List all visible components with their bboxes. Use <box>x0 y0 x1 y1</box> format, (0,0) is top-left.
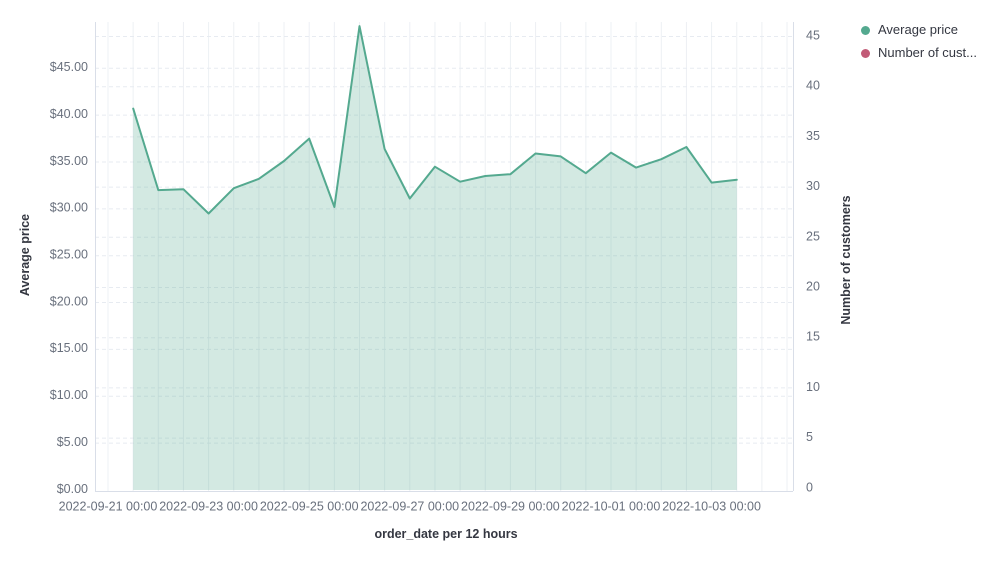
legend-label-number-of-customers: Number of cust... <box>878 45 977 60</box>
left-axis-tick-label: $30.00 <box>50 201 88 215</box>
right-axis-tick-label: 10 <box>806 380 820 394</box>
right-axis-tick-label: 0 <box>806 480 813 494</box>
left-axis-tick-label: $15.00 <box>50 341 88 355</box>
x-axis-tick-label: 2022-09-27 00:00 <box>360 499 459 513</box>
legend: Average price Number of cust... <box>861 22 977 61</box>
x-axis-tick-label: 2022-09-29 00:00 <box>461 499 560 513</box>
x-axis-tick-label: 2022-09-25 00:00 <box>260 499 359 513</box>
right-axis-title: Number of customers <box>839 195 853 325</box>
legend-dot-number-of-customers-icon <box>861 48 870 58</box>
right-axis-tick-label: 25 <box>806 229 820 243</box>
legend-dot-average-price-icon <box>861 25 870 35</box>
left-axis-tick-label: $10.00 <box>50 388 88 402</box>
right-axis-tick-label: 20 <box>806 279 820 293</box>
right-axis-tick-label: 45 <box>806 28 820 42</box>
right-axis-tick-label: 40 <box>806 79 820 93</box>
x-axis-tick-label: 2022-10-01 00:00 <box>562 499 661 513</box>
right-axis-tick-label: 35 <box>806 129 820 143</box>
legend-item-number-of-customers[interactable]: Number of cust... <box>861 45 977 61</box>
x-axis-tick-label: 2022-10-03 00:00 <box>662 499 761 513</box>
left-axis-tick-label: $25.00 <box>50 247 88 261</box>
right-axis-tick-label: 15 <box>806 330 820 344</box>
x-axis-title: order_date per 12 hours <box>374 527 518 541</box>
right-axis-tick-label: 5 <box>806 430 813 444</box>
left-axis-tick-label: $5.00 <box>57 435 88 449</box>
left-axis-tick-label: $35.00 <box>50 154 88 168</box>
x-axis-tick-label: 2022-09-23 00:00 <box>159 499 258 513</box>
left-axis-tick-label: $45.00 <box>50 60 88 74</box>
legend-label-average-price: Average price <box>878 22 958 37</box>
average-price-area[interactable] <box>133 26 737 490</box>
left-axis-tick-label: $20.00 <box>50 294 88 308</box>
left-axis-tick-label: $40.00 <box>50 107 88 121</box>
right-axis-tick-label: 30 <box>806 179 820 193</box>
average-price-line[interactable] <box>132 25 738 215</box>
legend-item-average-price[interactable]: Average price <box>861 22 977 38</box>
x-axis-tick-label: 2022-09-21 00:00 <box>59 499 158 513</box>
left-axis-tick-label: $0.00 <box>57 482 88 496</box>
left-axis-title: Average price <box>18 213 32 297</box>
